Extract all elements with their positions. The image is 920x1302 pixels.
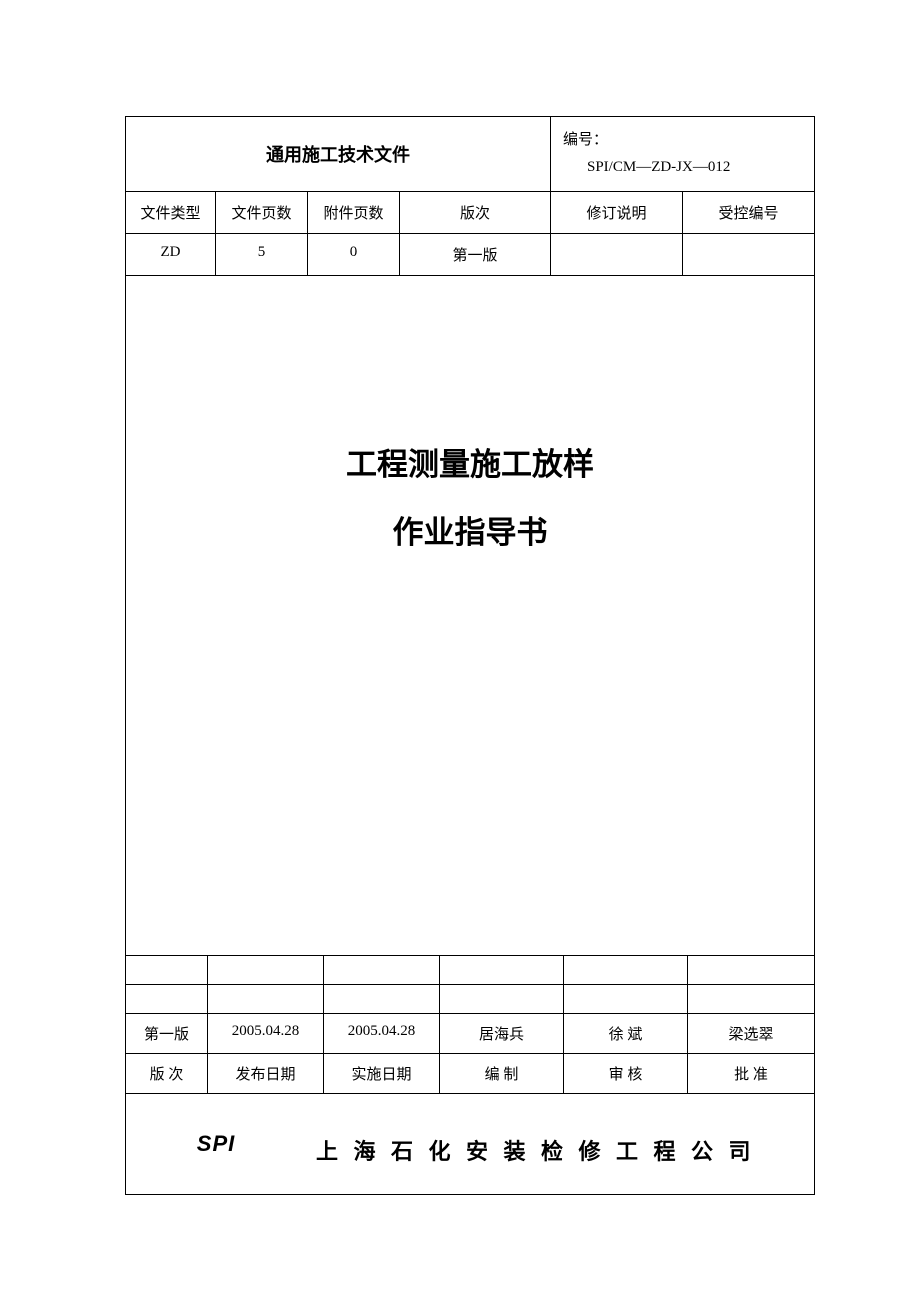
cell-control-number — [683, 234, 814, 275]
document-frame: 通用施工技术文件 编号： SPI/CM—ZD-JX—012 文件类型 文件页数 … — [125, 116, 815, 1195]
approval-empty-row-1 — [126, 956, 814, 985]
approval-value-row: 第一版 2005.04.28 2005.04.28 居海兵 徐 斌 梁选翠 — [126, 1014, 814, 1054]
label-version: 版 次 — [126, 1054, 208, 1093]
approval-empty-row-2 — [126, 985, 814, 1014]
footer-section: SPI 上 海 石 化 安 装 检 修 工 程 公 司 — [126, 1094, 814, 1194]
label-impl-date: 实施日期 — [324, 1054, 440, 1093]
empty-cell — [564, 956, 688, 984]
meta-header-row: 文件类型 文件页数 附件页数 版次 修订说明 受控编号 — [126, 192, 814, 234]
col-file-type-header: 文件类型 — [126, 192, 216, 233]
cell-file-pages: 5 — [216, 234, 308, 275]
label-reviewer: 审 核 — [564, 1054, 688, 1093]
approval-reviewer: 徐 斌 — [564, 1014, 688, 1053]
col-version-header: 版次 — [400, 192, 551, 233]
label-approver: 批 准 — [688, 1054, 814, 1093]
company-name: 上 海 石 化 安 装 检 修 工 程 公 司 — [306, 1122, 814, 1166]
doc-number-block: 编号： SPI/CM—ZD-JX—012 — [551, 117, 814, 191]
document-title-line2: 作业指导书 — [393, 499, 548, 567]
empty-cell — [324, 956, 440, 984]
empty-cell — [440, 956, 564, 984]
empty-cell — [208, 985, 324, 1013]
empty-cell — [688, 985, 814, 1013]
empty-cell — [208, 956, 324, 984]
approval-issue-date: 2005.04.28 — [208, 1014, 324, 1053]
company-logo: SPI — [126, 1131, 306, 1157]
doc-number-label: 编号： — [563, 127, 802, 154]
approval-impl-date: 2005.04.28 — [324, 1014, 440, 1053]
col-control-number-header: 受控编号 — [683, 192, 814, 233]
empty-cell — [564, 985, 688, 1013]
col-attachment-pages-header: 附件页数 — [308, 192, 400, 233]
approval-approver: 梁选翠 — [688, 1014, 814, 1053]
cell-file-type: ZD — [126, 234, 216, 275]
approval-author: 居海兵 — [440, 1014, 564, 1053]
empty-cell — [126, 985, 208, 1013]
approval-label-row: 版 次 发布日期 实施日期 编 制 审 核 批 准 — [126, 1054, 814, 1094]
col-revision-header: 修订说明 — [551, 192, 683, 233]
approval-version: 第一版 — [126, 1014, 208, 1053]
header-section: 通用施工技术文件 编号： SPI/CM—ZD-JX—012 — [126, 117, 814, 192]
cell-revision — [551, 234, 683, 275]
doc-number-value: SPI/CM—ZD-JX—012 — [563, 154, 802, 181]
meta-value-row: ZD 5 0 第一版 — [126, 234, 814, 276]
cell-version: 第一版 — [400, 234, 551, 275]
empty-cell — [440, 985, 564, 1013]
title-section: 工程测量施工放样 作业指导书 — [126, 276, 814, 956]
doc-type-title: 通用施工技术文件 — [126, 117, 551, 191]
col-file-pages-header: 文件页数 — [216, 192, 308, 233]
label-issue-date: 发布日期 — [208, 1054, 324, 1093]
cell-attachment-pages: 0 — [308, 234, 400, 275]
empty-cell — [126, 956, 208, 984]
label-author: 编 制 — [440, 1054, 564, 1093]
empty-cell — [688, 956, 814, 984]
document-title-line1: 工程测量施工放样 — [346, 431, 594, 499]
empty-cell — [324, 985, 440, 1013]
